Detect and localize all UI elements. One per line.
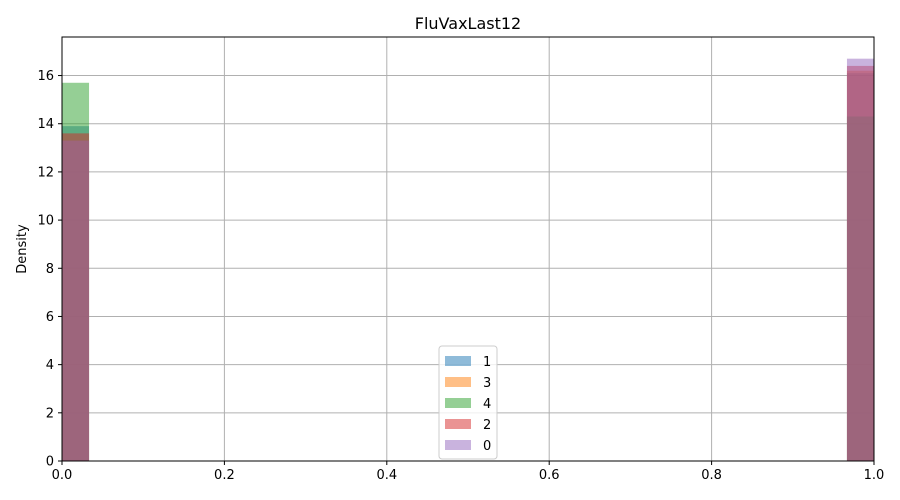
legend-swatch <box>445 377 471 387</box>
grid-lines <box>61 37 875 462</box>
legend-label: 2 <box>483 418 491 433</box>
bar-series-0-bin-1 <box>846 58 874 461</box>
y-tick-label: 6 <box>46 310 54 325</box>
y-tick-label: 8 <box>46 262 54 277</box>
y-tick-label: 4 <box>46 358 54 373</box>
chart-title: FluVaxLast12 <box>415 14 521 33</box>
legend-swatch <box>445 398 471 408</box>
legend-swatch <box>445 356 471 366</box>
x-tick-label: 0.4 <box>376 468 397 483</box>
legend: 1 3 4 2 0 <box>438 345 498 460</box>
y-tick-label: 2 <box>46 406 54 421</box>
plot-frame <box>61 36 875 462</box>
y-tick-label: 12 <box>37 165 54 180</box>
y-tick-label: 14 <box>37 117 54 132</box>
legend-swatch <box>445 440 471 450</box>
legend-label: 3 <box>483 376 491 391</box>
x-tick-label: 0.2 <box>214 468 235 483</box>
legend-label: 1 <box>483 355 491 370</box>
x-tick-label: 0.6 <box>539 468 560 483</box>
y-tick-label: 0 <box>46 455 54 470</box>
histogram-bars <box>62 58 874 462</box>
x-tick-label: 0.8 <box>701 468 722 483</box>
bar-series-0-bin-0 <box>62 140 90 461</box>
legend-swatch <box>445 419 471 429</box>
x-tick-label: 1.0 <box>864 468 885 483</box>
legend-label: 4 <box>483 397 491 412</box>
y-tick-label: 16 <box>37 69 54 84</box>
y-tick-label: 10 <box>37 214 54 229</box>
legend-label: 0 <box>483 439 491 454</box>
y-axis-title: Density <box>15 224 30 274</box>
x-tick-label: 0.0 <box>52 468 73 483</box>
